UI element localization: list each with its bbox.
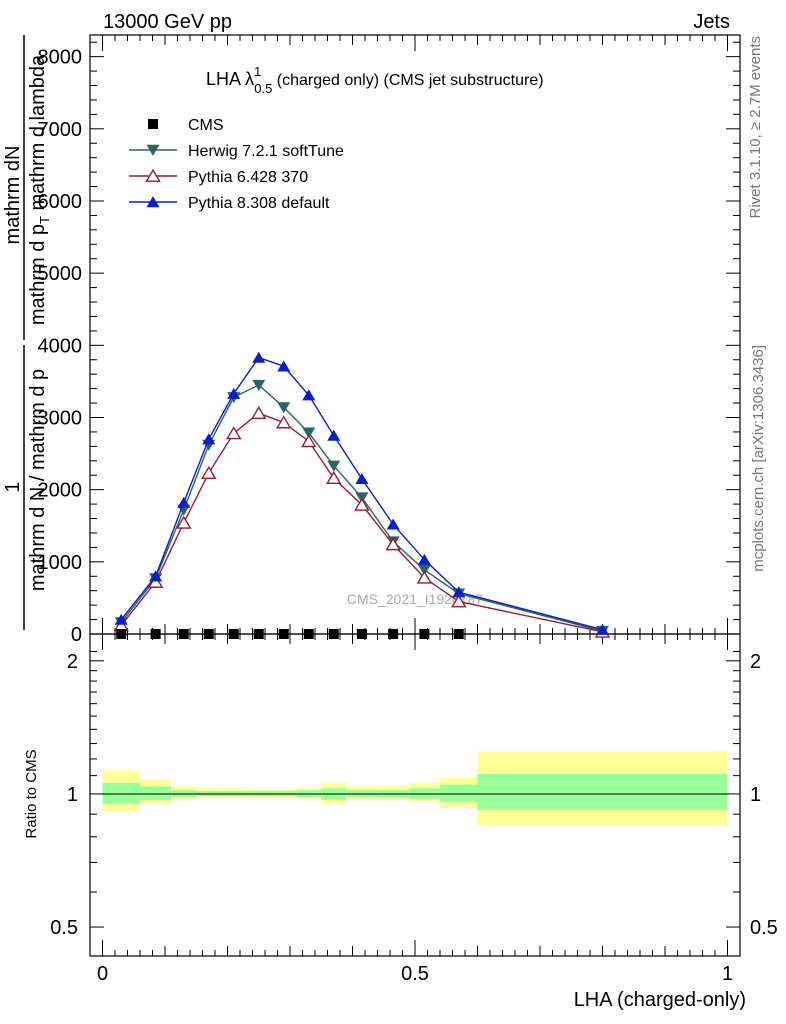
legend-marker <box>145 168 161 182</box>
series-layer <box>113 351 611 639</box>
ylabel-right-numerator: mathrm dN <box>2 146 24 245</box>
data-point <box>302 389 316 401</box>
main-ylabel: 1 mathrm d N / mathrm d p mathrm dN math… <box>2 35 52 630</box>
chart-title-main: LHA λ <box>206 69 254 89</box>
data-point <box>356 629 367 639</box>
data-point <box>355 472 369 485</box>
legend-marker <box>148 119 158 129</box>
ratio-ytick-label-right: 0.5 <box>750 917 778 939</box>
mcplots-label: mcplots.cern.ch [arXiv:1306.3436] <box>750 345 767 572</box>
xlabel: LHA (charged-only) <box>574 989 746 1011</box>
chart-title-sup: 1 <box>254 64 261 79</box>
data-point <box>116 629 127 639</box>
data-point <box>417 564 431 576</box>
data-point <box>201 465 217 479</box>
data-point <box>114 613 128 625</box>
ratio-ytick-label-right: 2 <box>750 651 761 673</box>
data-point <box>176 515 192 529</box>
main-ytick-label: 7000 <box>38 119 83 141</box>
ratio-band-inner <box>102 782 140 804</box>
data-point <box>226 426 242 440</box>
data-point <box>252 379 266 391</box>
data-point <box>327 429 341 441</box>
data-point <box>328 629 339 639</box>
main-ytick-label: 1000 <box>38 552 83 574</box>
ylabel-left-denominator: mathrm d N / mathrm d p <box>27 369 49 591</box>
xtick-label: 1 <box>722 963 733 985</box>
legend-marker <box>146 144 160 156</box>
chart-title-rest: (charged only) (CMS jet substructure) <box>272 72 543 89</box>
legend: CMS Herwig 7.2.1 softTune Pythia 6.428 370… <box>129 117 344 212</box>
data-point <box>278 629 289 639</box>
data-point <box>178 629 189 639</box>
ratio-ytick-label: 1 <box>67 784 78 806</box>
data-point <box>303 629 314 639</box>
ylabel-left-numerator: 1 <box>2 481 24 492</box>
data-point <box>276 415 292 429</box>
data-point <box>453 629 464 639</box>
ratio-band-inner <box>440 784 478 802</box>
data-point <box>302 427 316 439</box>
legend-label: CMS <box>188 117 224 134</box>
data-point <box>177 496 191 508</box>
data-point <box>596 623 609 635</box>
ratio-band-inner <box>477 773 728 810</box>
header-jets: Jets <box>693 11 730 33</box>
legend-label: Pythia 6.428 370 <box>188 169 308 186</box>
data-point <box>277 360 291 372</box>
main-ytick-label: 4000 <box>38 335 83 357</box>
ratio-axis: 0.5 0.5 1 1 2 2 <box>50 651 778 939</box>
data-point <box>228 629 239 639</box>
data-point <box>386 518 400 530</box>
data-point <box>149 570 163 582</box>
ratio-ytick-label: 2 <box>67 651 78 673</box>
main-ytick-label: 6000 <box>38 191 83 213</box>
legend-marker <box>146 196 160 208</box>
data-point <box>147 574 164 588</box>
data-point <box>417 553 431 565</box>
ratio-bands <box>102 751 728 826</box>
main-ytick-label: 0 <box>71 624 82 646</box>
main-ytick-label: 2000 <box>38 480 83 502</box>
data-point <box>452 586 466 598</box>
ratio-ytick-label-right: 1 <box>750 784 761 806</box>
data-point <box>277 402 291 414</box>
data-point <box>253 629 264 639</box>
xtick-label: 0.5 <box>401 963 429 985</box>
data-point <box>203 629 214 639</box>
header-energy: 13000 GeV pp <box>103 11 232 33</box>
data-point <box>354 497 370 511</box>
ratio-ylabel: Ratio to CMS <box>23 749 40 838</box>
data-point <box>451 594 467 608</box>
ratio-band-inner <box>140 786 172 800</box>
data-point <box>388 629 399 639</box>
data-point <box>327 460 341 472</box>
series-line <box>120 356 603 631</box>
data-point <box>252 351 266 363</box>
main-ytick-label: 3000 <box>38 407 83 429</box>
rivet-label: Rivet 3.1.10, ≥ 2.7M events <box>747 36 764 219</box>
data-point <box>202 433 216 445</box>
ylabel-right-denominator: mathrm d pT mathrm d lambda <box>27 54 52 325</box>
data-point <box>416 570 433 584</box>
main-axis: 0 1000 2000 3000 4000 5000 6000 7000 8000 <box>38 41 740 646</box>
data-point <box>150 629 161 639</box>
series-line <box>120 412 603 633</box>
data-point <box>227 387 241 399</box>
data-point <box>385 537 401 551</box>
ratio-ytick-label: 0.5 <box>50 917 78 939</box>
legend-label: Herwig 7.2.1 softTune <box>188 143 344 160</box>
x-axis: 0 0.5 1 <box>97 35 733 985</box>
data-point <box>326 470 342 485</box>
chart-title-sub: 0.5 <box>254 81 272 96</box>
data-point <box>419 629 430 639</box>
legend-label: Pythia 8.308 default <box>188 195 330 212</box>
main-ytick-label: 5000 <box>38 263 83 285</box>
chart-title: LHA λ1 0.5 (charged only) (CMS jet substr… <box>206 64 544 96</box>
xtick-label: 0 <box>97 963 108 985</box>
data-point <box>301 434 317 448</box>
data-point <box>251 405 267 420</box>
main-ytick-label: 8000 <box>38 47 83 69</box>
